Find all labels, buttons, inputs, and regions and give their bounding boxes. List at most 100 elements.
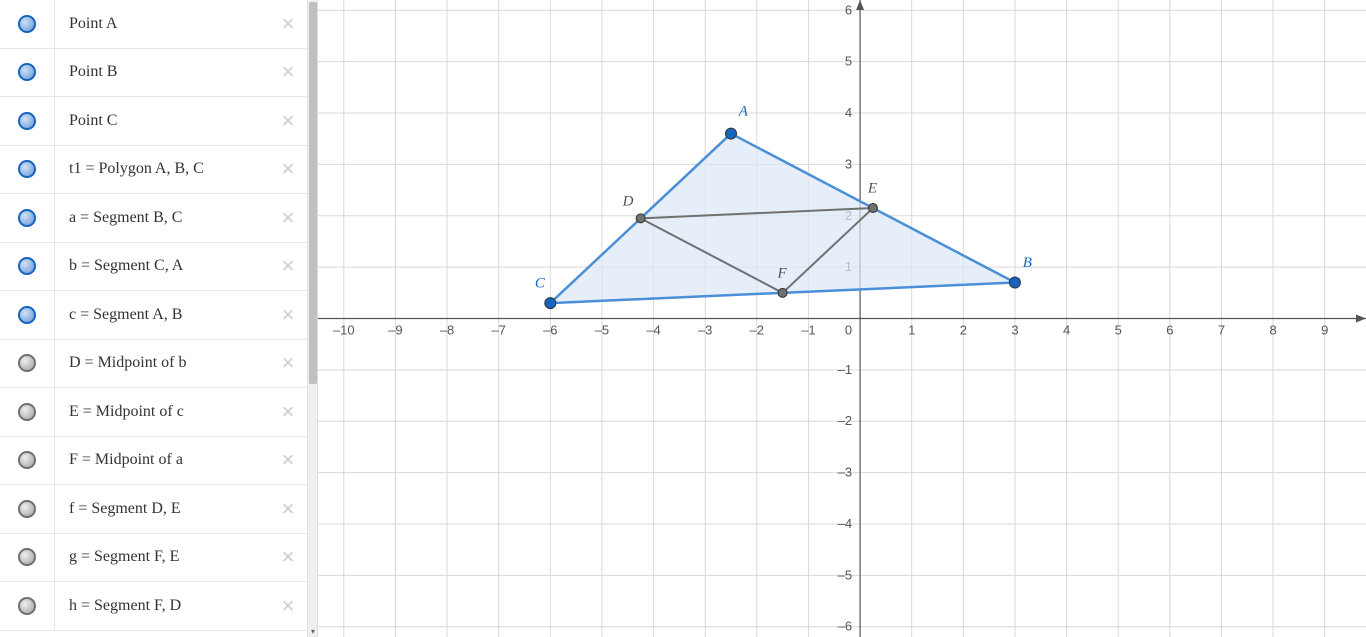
x-tick-label: 4 [1063,323,1070,338]
algebra-row[interactable]: Point B × [0,49,308,98]
graphics-view[interactable]: –10–9–8–7–6–5–4–3–2–1123456789–6–5–4–3–2… [318,0,1366,637]
algebra-label: f = Segment D, E [55,500,268,518]
algebra-row[interactable]: h = Segment F, D × [0,582,308,631]
visibility-toggle[interactable] [0,243,55,291]
algebra-list[interactable]: Point A×Point B×Point C×t1 = Polygon A, … [0,0,308,637]
point-f[interactable] [778,288,787,297]
visibility-toggle[interactable] [0,291,55,339]
y-tick-label: –3 [838,465,852,480]
point-e[interactable] [868,204,877,213]
visibility-toggle[interactable] [0,146,55,194]
algebra-row[interactable]: f = Segment D, E × [0,485,308,534]
algebra-row[interactable]: Point A × [0,0,308,49]
visibility-toggle[interactable] [0,194,55,242]
x-tick-label: –4 [646,323,660,338]
algebra-label: Point C [55,112,268,130]
algebra-label: a = Segment B, C [55,209,268,227]
algebra-row[interactable]: c = Segment A, B × [0,291,308,340]
x-tick-label: –3 [698,323,712,338]
algebra-label: F = Midpoint of a [55,451,268,469]
algebra-row[interactable]: D = Midpoint of b × [0,340,308,389]
x-tick-label: –1 [801,323,815,338]
algebra-row[interactable]: t1 = Polygon A, B, C × [0,146,308,195]
delete-icon[interactable]: × [282,156,295,182]
point-a[interactable] [726,128,737,139]
gray-bullet-icon [18,354,36,372]
algebra-row[interactable]: E = Midpoint of c × [0,388,308,437]
delete-icon[interactable]: × [282,302,295,328]
visibility-toggle[interactable] [0,437,55,485]
algebra-label: Point A [55,15,268,33]
sidebar-scrollbar[interactable]: ▴ ▾ [307,0,317,637]
point-label-f: F [776,265,787,281]
blue-bullet-icon [18,160,36,178]
y-axis-arrow-icon [856,0,864,10]
algebra-row[interactable]: g = Segment F, E× [0,534,308,583]
visibility-toggle[interactable] [0,582,55,630]
algebra-label: h = Segment F, D [55,597,268,615]
blue-bullet-icon [18,63,36,81]
point-b[interactable] [1009,277,1020,288]
point-label-c: C [535,276,546,292]
visibility-toggle[interactable] [0,97,55,145]
scroll-down-arrow[interactable]: ▾ [309,628,317,636]
delete-icon[interactable]: × [282,350,295,376]
delete-icon[interactable]: × [282,447,295,473]
x-tick-label: –8 [440,323,454,338]
visibility-toggle[interactable] [0,388,55,436]
delete-icon[interactable]: × [282,253,295,279]
x-tick-label: 7 [1218,323,1225,338]
algebra-label: E = Midpoint of c [55,403,268,421]
blue-bullet-icon [18,112,36,130]
delete-icon[interactable]: × [282,496,295,522]
algebra-label: D = Midpoint of b [55,354,268,372]
delete-icon[interactable]: × [282,108,295,134]
y-tick-label: 5 [845,54,852,69]
delete-icon[interactable]: × [282,205,295,231]
algebra-row[interactable]: F = Midpoint of a × [0,437,308,486]
visibility-toggle[interactable] [0,534,55,582]
algebra-row[interactable]: Point C × [0,97,308,146]
visibility-toggle[interactable] [0,0,55,48]
x-tick-label: 5 [1115,323,1122,338]
blue-bullet-icon [18,257,36,275]
gray-bullet-icon [18,500,36,518]
y-tick-label: 4 [845,105,852,120]
y-tick-label: 6 [845,2,852,17]
delete-icon[interactable]: × [282,59,295,85]
x-tick-label: –5 [595,323,609,338]
delete-icon[interactable]: × [282,399,295,425]
delete-icon[interactable]: × [282,11,295,37]
x-axis-arrow-icon [1356,315,1366,323]
point-d[interactable] [636,214,645,223]
visibility-toggle[interactable] [0,49,55,97]
algebra-label: b = Segment C, A [55,257,268,275]
gray-bullet-icon [18,403,36,421]
y-tick-label: –5 [838,567,852,582]
point-c[interactable] [545,298,556,309]
algebra-label: Point B [55,63,268,81]
visibility-toggle[interactable] [0,340,55,388]
origin-label: 0 [845,323,852,338]
algebra-row[interactable]: a = Segment B, C × [0,194,308,243]
graph-svg: –10–9–8–7–6–5–4–3–2–1123456789–6–5–4–3–2… [318,0,1366,637]
scrollbar-thumb[interactable] [309,2,317,384]
blue-bullet-icon [18,306,36,324]
algebra-row[interactable]: b = Segment C, A × [0,243,308,292]
y-tick-label: 3 [845,156,852,171]
x-tick-label: 6 [1166,323,1173,338]
point-label-d: D [622,193,634,209]
x-tick-label: 1 [908,323,915,338]
x-tick-label: –2 [750,323,764,338]
y-tick-label: –1 [838,362,852,377]
algebra-label: t1 = Polygon A, B, C [55,160,268,178]
gray-bullet-icon [18,597,36,615]
algebra-label: c = Segment A, B [55,306,268,324]
visibility-toggle[interactable] [0,485,55,533]
delete-icon[interactable]: × [282,544,295,570]
y-tick-label: –2 [838,413,852,428]
delete-icon[interactable]: × [282,593,295,619]
point-label-e: E [867,181,877,197]
algebra-sidebar: Point A×Point B×Point C×t1 = Polygon A, … [0,0,318,637]
x-tick-label: 3 [1011,323,1018,338]
